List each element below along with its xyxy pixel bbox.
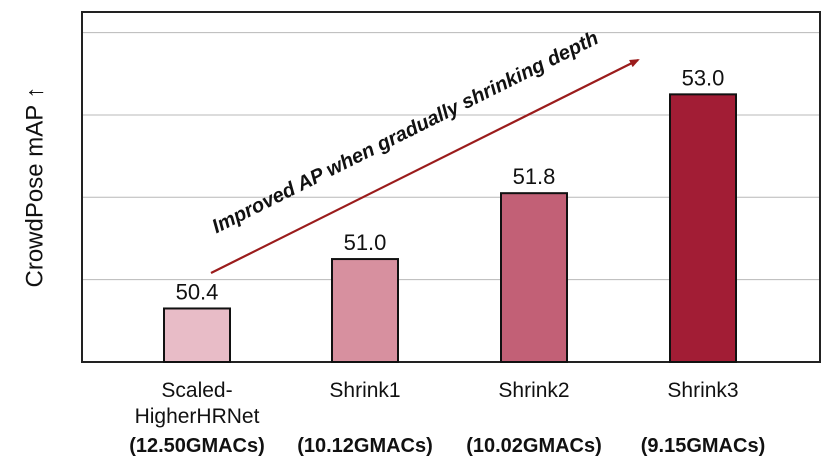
x-tick-label: Shrink2 (498, 379, 569, 402)
x-tick-label: Scaled- (161, 379, 232, 402)
bar-3 (500, 192, 568, 363)
y-axis-label: CrowdPose mAP ↑ (21, 87, 48, 288)
plot-frame (81, 11, 821, 363)
x-tick-gmacs: (10.02GMACs) (466, 435, 602, 457)
bar-value-label: 51.8 (513, 164, 556, 189)
bar-value-label: 51.0 (344, 230, 387, 255)
bar-value-label: 50.4 (176, 279, 219, 304)
trend-arrow (210, 59, 640, 274)
x-tick-label: Shrink3 (667, 379, 738, 402)
x-tick-label-line2: HigherHRNet (135, 405, 260, 428)
x-tick-gmacs: (9.15GMACs) (641, 435, 765, 457)
bars: 50.4 51.0 51.8 53.0 (163, 65, 737, 364)
bar-value-label: 53.0 (682, 65, 725, 90)
x-tick-label: Shrink1 (329, 379, 400, 402)
bar-4 (669, 93, 737, 364)
bar-1 (163, 307, 231, 363)
x-tick-gmacs: (12.50GMACs) (129, 435, 265, 457)
bar-2 (331, 258, 399, 364)
x-tick-labels: Scaled- HigherHRNet (12.50GMACs) Shrink1 (10… (129, 379, 765, 457)
x-tick-gmacs: (10.12GMACs) (297, 435, 433, 457)
